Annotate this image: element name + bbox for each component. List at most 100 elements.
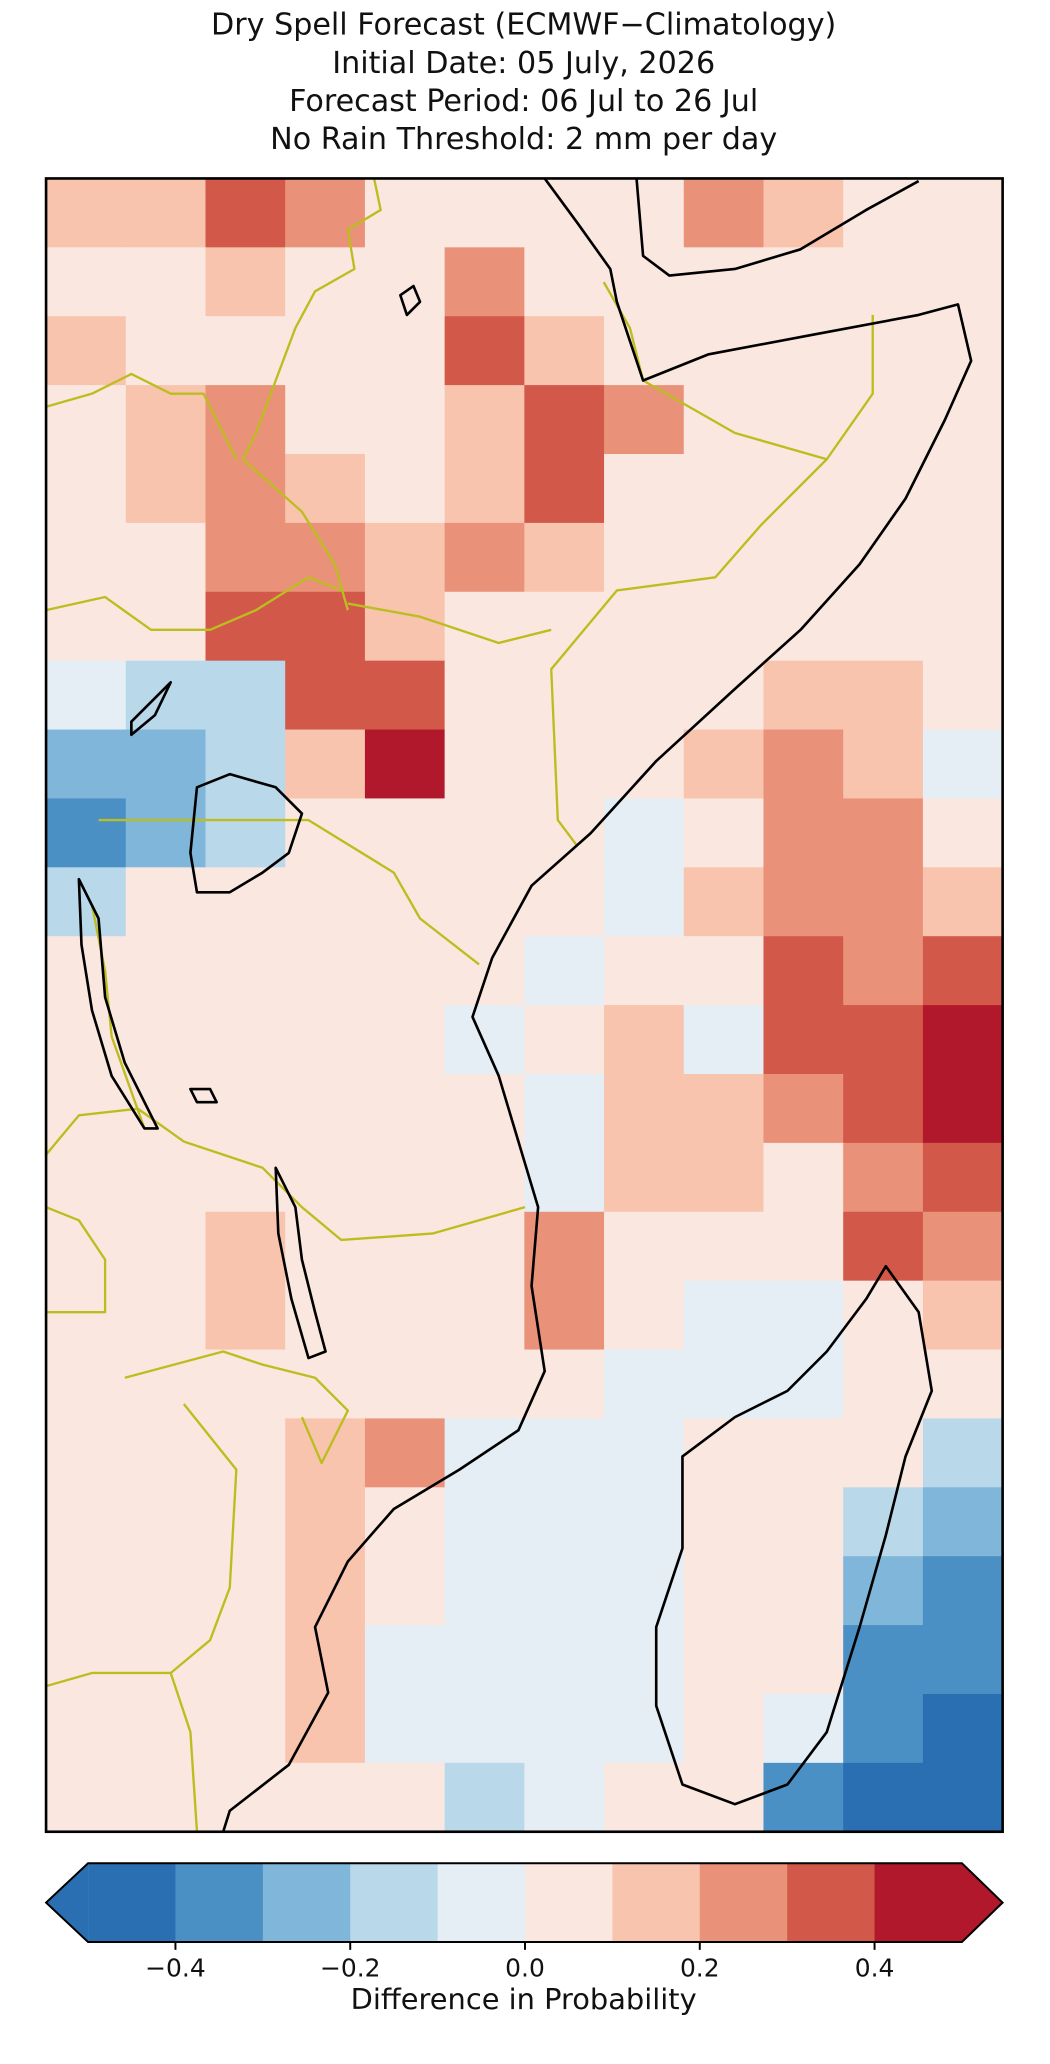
grid-cell xyxy=(205,1418,286,1488)
title-line: No Rain Threshold: 2 mm per day xyxy=(270,122,777,157)
grid-cell xyxy=(364,936,446,1006)
grid-cell xyxy=(843,1349,924,1420)
country-border xyxy=(45,1206,107,1314)
grid-cell xyxy=(46,1625,127,1695)
grid-cell xyxy=(205,660,286,731)
borders xyxy=(45,178,874,1832)
coastline xyxy=(221,177,973,1833)
grid-cell xyxy=(524,1556,605,1626)
grid-cell xyxy=(763,1142,844,1213)
country-border xyxy=(45,576,342,632)
grid-cell xyxy=(683,867,765,937)
grid-cell xyxy=(444,454,525,524)
grid-cell xyxy=(763,1073,844,1144)
coastline xyxy=(635,178,920,277)
grid-cell xyxy=(364,729,446,800)
lake xyxy=(274,1166,327,1360)
grid-cell xyxy=(285,1693,366,1764)
grid-cell xyxy=(205,729,286,800)
grid-cell xyxy=(205,522,286,593)
grid-cell xyxy=(285,316,366,386)
grid-cell xyxy=(364,454,446,524)
grid-cell xyxy=(604,522,685,593)
grid-cell xyxy=(922,1005,1004,1075)
grid-cell xyxy=(524,1625,605,1695)
grid-cell xyxy=(205,1556,286,1626)
grid-cell xyxy=(46,178,127,248)
lake xyxy=(189,1087,218,1104)
grid-cell xyxy=(604,1625,685,1695)
grid-cell xyxy=(683,798,765,868)
grid-cell xyxy=(843,1280,924,1351)
grid-cell xyxy=(364,867,446,937)
grid-cell xyxy=(364,1418,446,1488)
country-border xyxy=(98,818,480,966)
grid-cell xyxy=(604,1487,685,1557)
colorbar-segment xyxy=(525,1863,614,1942)
grid-cell xyxy=(285,1142,366,1213)
grid-cell xyxy=(604,316,685,386)
grid-cell xyxy=(125,1693,207,1764)
grid-cell xyxy=(444,1762,525,1833)
grid-cell xyxy=(922,936,1004,1006)
grid-cell xyxy=(444,1142,525,1213)
grid-cell xyxy=(843,1073,924,1144)
grid-cell xyxy=(364,1005,446,1075)
grid-cell xyxy=(604,867,685,937)
grid-cell xyxy=(843,1142,924,1213)
grid-cell xyxy=(285,729,366,800)
map-frame xyxy=(44,177,1004,1834)
grid-cell xyxy=(683,1349,765,1420)
grid-cell xyxy=(524,454,605,524)
grid-cell xyxy=(604,1005,685,1075)
grid-cell xyxy=(364,660,446,731)
grid-cell xyxy=(604,1349,685,1420)
country-border xyxy=(45,372,238,460)
grid-cell xyxy=(763,178,844,248)
grid-cell xyxy=(683,1005,765,1075)
grid-cell xyxy=(364,247,446,317)
grid-cell xyxy=(125,1556,207,1626)
grid-cell xyxy=(444,1487,525,1557)
grid-cell xyxy=(364,1349,446,1420)
country-border xyxy=(347,602,552,645)
grid-cell xyxy=(125,522,207,593)
grid-cell xyxy=(125,867,207,937)
grid-cell xyxy=(763,247,844,317)
grid-cell xyxy=(843,936,924,1006)
country-border xyxy=(602,281,874,461)
grid-cell xyxy=(285,1762,366,1833)
grid-cell xyxy=(683,1418,765,1488)
grid-cell xyxy=(364,316,446,386)
grid-cell xyxy=(125,385,207,455)
grid-cell xyxy=(763,1280,844,1351)
grid-cell xyxy=(843,178,924,248)
grid-cell xyxy=(46,316,127,386)
grid-cell xyxy=(524,316,605,386)
grid-cell xyxy=(444,591,525,662)
colorbar-segment xyxy=(262,1863,351,1942)
grid-cell xyxy=(763,1762,844,1833)
grid-cell xyxy=(524,1005,605,1075)
grid-cell xyxy=(125,1349,207,1420)
grid-cell xyxy=(922,454,1004,524)
grid-cell xyxy=(763,454,844,524)
grid-cell xyxy=(364,178,446,248)
grid-cell xyxy=(922,1211,1004,1282)
title-line: Forecast Period: 06 Jul to 26 Jul xyxy=(289,84,758,119)
grid-cell xyxy=(285,591,366,662)
map-grid xyxy=(46,178,1004,1833)
grid-cell xyxy=(46,1005,127,1075)
grid-cell xyxy=(205,247,286,317)
grid-cell xyxy=(683,1142,765,1213)
grid-cell xyxy=(205,798,286,868)
grid-cell xyxy=(922,522,1004,593)
grid-cell xyxy=(205,1693,286,1764)
grid-cell xyxy=(285,1280,366,1351)
lake xyxy=(399,284,422,317)
grid-cell xyxy=(46,798,127,868)
grid-cell xyxy=(922,1280,1004,1351)
grid-cell xyxy=(763,1625,844,1695)
grid-cell xyxy=(364,798,446,868)
